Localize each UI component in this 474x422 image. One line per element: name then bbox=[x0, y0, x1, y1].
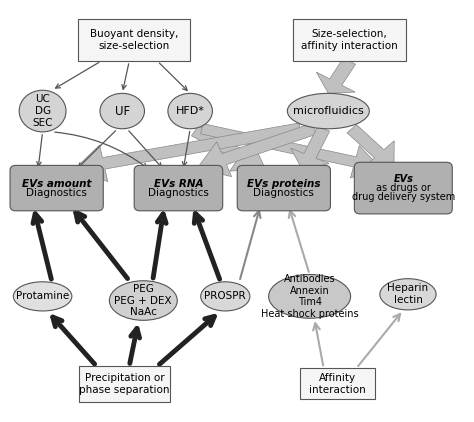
Polygon shape bbox=[347, 124, 394, 167]
Text: Affinity
interaction: Affinity interaction bbox=[310, 373, 366, 395]
FancyBboxPatch shape bbox=[78, 19, 190, 61]
Text: Buoyant density,
size-selection: Buoyant density, size-selection bbox=[90, 30, 178, 51]
FancyBboxPatch shape bbox=[79, 366, 170, 401]
Text: Protamine: Protamine bbox=[16, 291, 69, 301]
Text: EVs proteins: EVs proteins bbox=[247, 179, 320, 189]
Polygon shape bbox=[291, 126, 329, 170]
FancyBboxPatch shape bbox=[355, 162, 452, 214]
Text: Diagnostics: Diagnostics bbox=[254, 188, 314, 197]
Ellipse shape bbox=[100, 93, 145, 129]
Text: drug delivery system: drug delivery system bbox=[352, 192, 455, 202]
Ellipse shape bbox=[287, 93, 369, 129]
Text: HFD*: HFD* bbox=[176, 106, 205, 116]
Polygon shape bbox=[191, 126, 265, 171]
Text: Precipitation or
phase separation: Precipitation or phase separation bbox=[79, 373, 170, 395]
Text: EVs: EVs bbox=[393, 174, 413, 184]
Ellipse shape bbox=[13, 282, 72, 311]
Ellipse shape bbox=[201, 282, 250, 311]
Polygon shape bbox=[201, 124, 380, 178]
Ellipse shape bbox=[380, 279, 436, 310]
Text: UC
DG
SEC: UC DG SEC bbox=[32, 95, 53, 127]
Text: microfluidics: microfluidics bbox=[293, 106, 364, 116]
Ellipse shape bbox=[269, 274, 351, 318]
Ellipse shape bbox=[168, 93, 212, 129]
FancyBboxPatch shape bbox=[300, 368, 375, 400]
Text: PEG
PEG + DEX
NaAc: PEG PEG + DEX NaAc bbox=[115, 284, 172, 317]
FancyBboxPatch shape bbox=[237, 165, 330, 211]
Text: Diagnostics: Diagnostics bbox=[26, 188, 87, 197]
Polygon shape bbox=[75, 123, 301, 181]
Polygon shape bbox=[197, 123, 317, 177]
Text: Heparin
lectin: Heparin lectin bbox=[387, 284, 428, 305]
Text: PROSPR: PROSPR bbox=[204, 291, 246, 301]
FancyBboxPatch shape bbox=[134, 165, 223, 211]
Text: Antibodies
Annexin
Tim4
Heat shock proteins: Antibodies Annexin Tim4 Heat shock prote… bbox=[261, 274, 358, 319]
Text: EVs RNA: EVs RNA bbox=[154, 179, 203, 189]
Ellipse shape bbox=[109, 281, 177, 320]
FancyBboxPatch shape bbox=[10, 165, 103, 211]
Text: UF: UF bbox=[115, 105, 130, 118]
Text: Size-selection,
affinity interaction: Size-selection, affinity interaction bbox=[301, 30, 398, 51]
FancyBboxPatch shape bbox=[293, 19, 406, 61]
Ellipse shape bbox=[19, 90, 66, 132]
Text: as drugs or: as drugs or bbox=[376, 183, 431, 193]
Polygon shape bbox=[316, 58, 356, 93]
Text: Diagnostics: Diagnostics bbox=[148, 188, 209, 197]
Text: EVs amount: EVs amount bbox=[22, 179, 91, 189]
